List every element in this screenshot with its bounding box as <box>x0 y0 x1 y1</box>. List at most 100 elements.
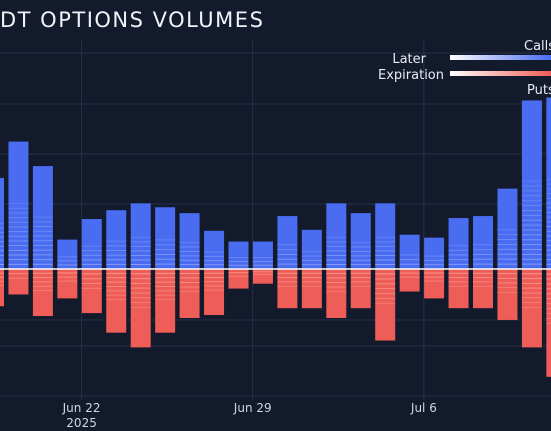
puts-bar-fill <box>399 269 420 292</box>
puts-bar-fill <box>130 269 151 348</box>
calls-bar-fill <box>32 166 53 269</box>
puts-bar-fill <box>277 269 298 309</box>
calls-bar <box>521 100 542 269</box>
legend-expiration-label: Expiration <box>378 68 444 83</box>
calls-bar <box>546 97 551 269</box>
puts-bar-fill <box>326 269 347 318</box>
puts-bar <box>301 269 322 309</box>
calls-bar <box>301 229 322 269</box>
puts-bar-fill <box>546 269 551 377</box>
puts-bar <box>228 269 249 289</box>
grid-lines <box>0 40 551 400</box>
puts-bar <box>8 269 29 295</box>
calls-bar-fill <box>326 203 347 269</box>
calls-bar-fill <box>424 237 445 269</box>
calls-bar-fill <box>497 188 518 269</box>
calls-bar <box>130 203 151 269</box>
puts-bar <box>179 269 200 318</box>
puts-bar <box>350 269 371 309</box>
puts-bar <box>473 269 493 309</box>
puts-bar <box>81 269 102 314</box>
calls-bar <box>179 213 200 269</box>
calls-bar-fill <box>228 241 249 269</box>
calls-bar <box>399 234 420 269</box>
calls-bar-fill <box>350 213 371 269</box>
puts-bar-fill <box>473 269 493 309</box>
bars <box>0 97 551 377</box>
puts-bar-fill <box>81 269 102 314</box>
x-tick-label: Jun 29 <box>233 401 272 415</box>
calls-bar-fill <box>179 213 200 269</box>
puts-bar-fill <box>497 269 518 320</box>
puts-bar-fill <box>0 269 4 307</box>
puts-bar-fill <box>8 269 29 295</box>
calls-bar-fill <box>473 216 493 269</box>
puts-bar <box>0 269 4 307</box>
puts-bar-fill <box>32 269 53 317</box>
calls-bar-fill <box>301 229 322 269</box>
puts-bar-fill <box>521 269 542 348</box>
puts-bar <box>546 269 551 377</box>
puts-bar-fill <box>301 269 322 309</box>
puts-bar <box>204 269 225 316</box>
puts-bar <box>277 269 298 309</box>
calls-bar-fill <box>375 203 396 269</box>
calls-bar <box>350 213 371 269</box>
calls-bar-fill <box>521 100 542 269</box>
calls-bar-fill <box>277 216 298 269</box>
calls-bar-fill <box>252 241 273 269</box>
puts-bar-fill <box>228 269 249 289</box>
calls-bar <box>424 237 445 269</box>
puts-bar <box>448 269 469 309</box>
legend: Calls Later Expiration Puts <box>378 39 551 98</box>
legend-calls-label: Calls <box>524 39 551 54</box>
x-tick-label: Jul 6 <box>410 401 437 415</box>
calls-bar <box>0 177 4 269</box>
calls-bar-fill <box>81 219 102 269</box>
chart-title: DT OPTIONS VOLUMES <box>0 8 265 32</box>
puts-bar-fill <box>375 269 396 341</box>
legend-later-label: Later <box>392 52 426 67</box>
legend-puts-gradient <box>450 71 551 76</box>
calls-bar <box>375 203 396 269</box>
calls-bar-fill <box>130 203 151 269</box>
calls-bar <box>32 166 53 269</box>
puts-bar <box>252 269 273 284</box>
puts-bar <box>106 269 127 333</box>
calls-bar <box>81 219 102 269</box>
puts-bar <box>521 269 542 348</box>
puts-bar-fill <box>179 269 200 318</box>
calls-bar <box>155 207 176 269</box>
calls-bar-fill <box>106 210 127 269</box>
puts-bar-fill <box>448 269 469 309</box>
puts-bar-fill <box>57 269 78 299</box>
puts-bar <box>57 269 78 299</box>
calls-bar <box>252 241 273 269</box>
calls-bar <box>277 216 298 269</box>
x-tick-label: Jun 22 <box>62 401 101 415</box>
legend-puts-label: Puts <box>527 83 551 98</box>
calls-bar-fill <box>57 239 78 269</box>
calls-bar <box>473 216 493 269</box>
puts-bar <box>155 269 176 333</box>
calls-bar-fill <box>155 207 176 269</box>
calls-bar <box>106 210 127 269</box>
calls-bar <box>497 188 518 269</box>
x-tick-sublabel: 2025 <box>66 416 97 430</box>
puts-bar <box>130 269 151 348</box>
puts-bar <box>399 269 420 292</box>
puts-bar-fill <box>204 269 225 316</box>
calls-bar <box>57 239 78 269</box>
calls-bar-fill <box>8 141 29 269</box>
puts-bar-fill <box>155 269 176 333</box>
puts-bar-fill <box>350 269 371 309</box>
calls-bar <box>448 218 469 269</box>
calls-bar-fill <box>204 230 225 269</box>
puts-bar <box>375 269 396 341</box>
puts-bar <box>424 269 445 299</box>
calls-bar-fill <box>448 218 469 269</box>
puts-bar-fill <box>252 269 273 284</box>
calls-bar <box>228 241 249 269</box>
